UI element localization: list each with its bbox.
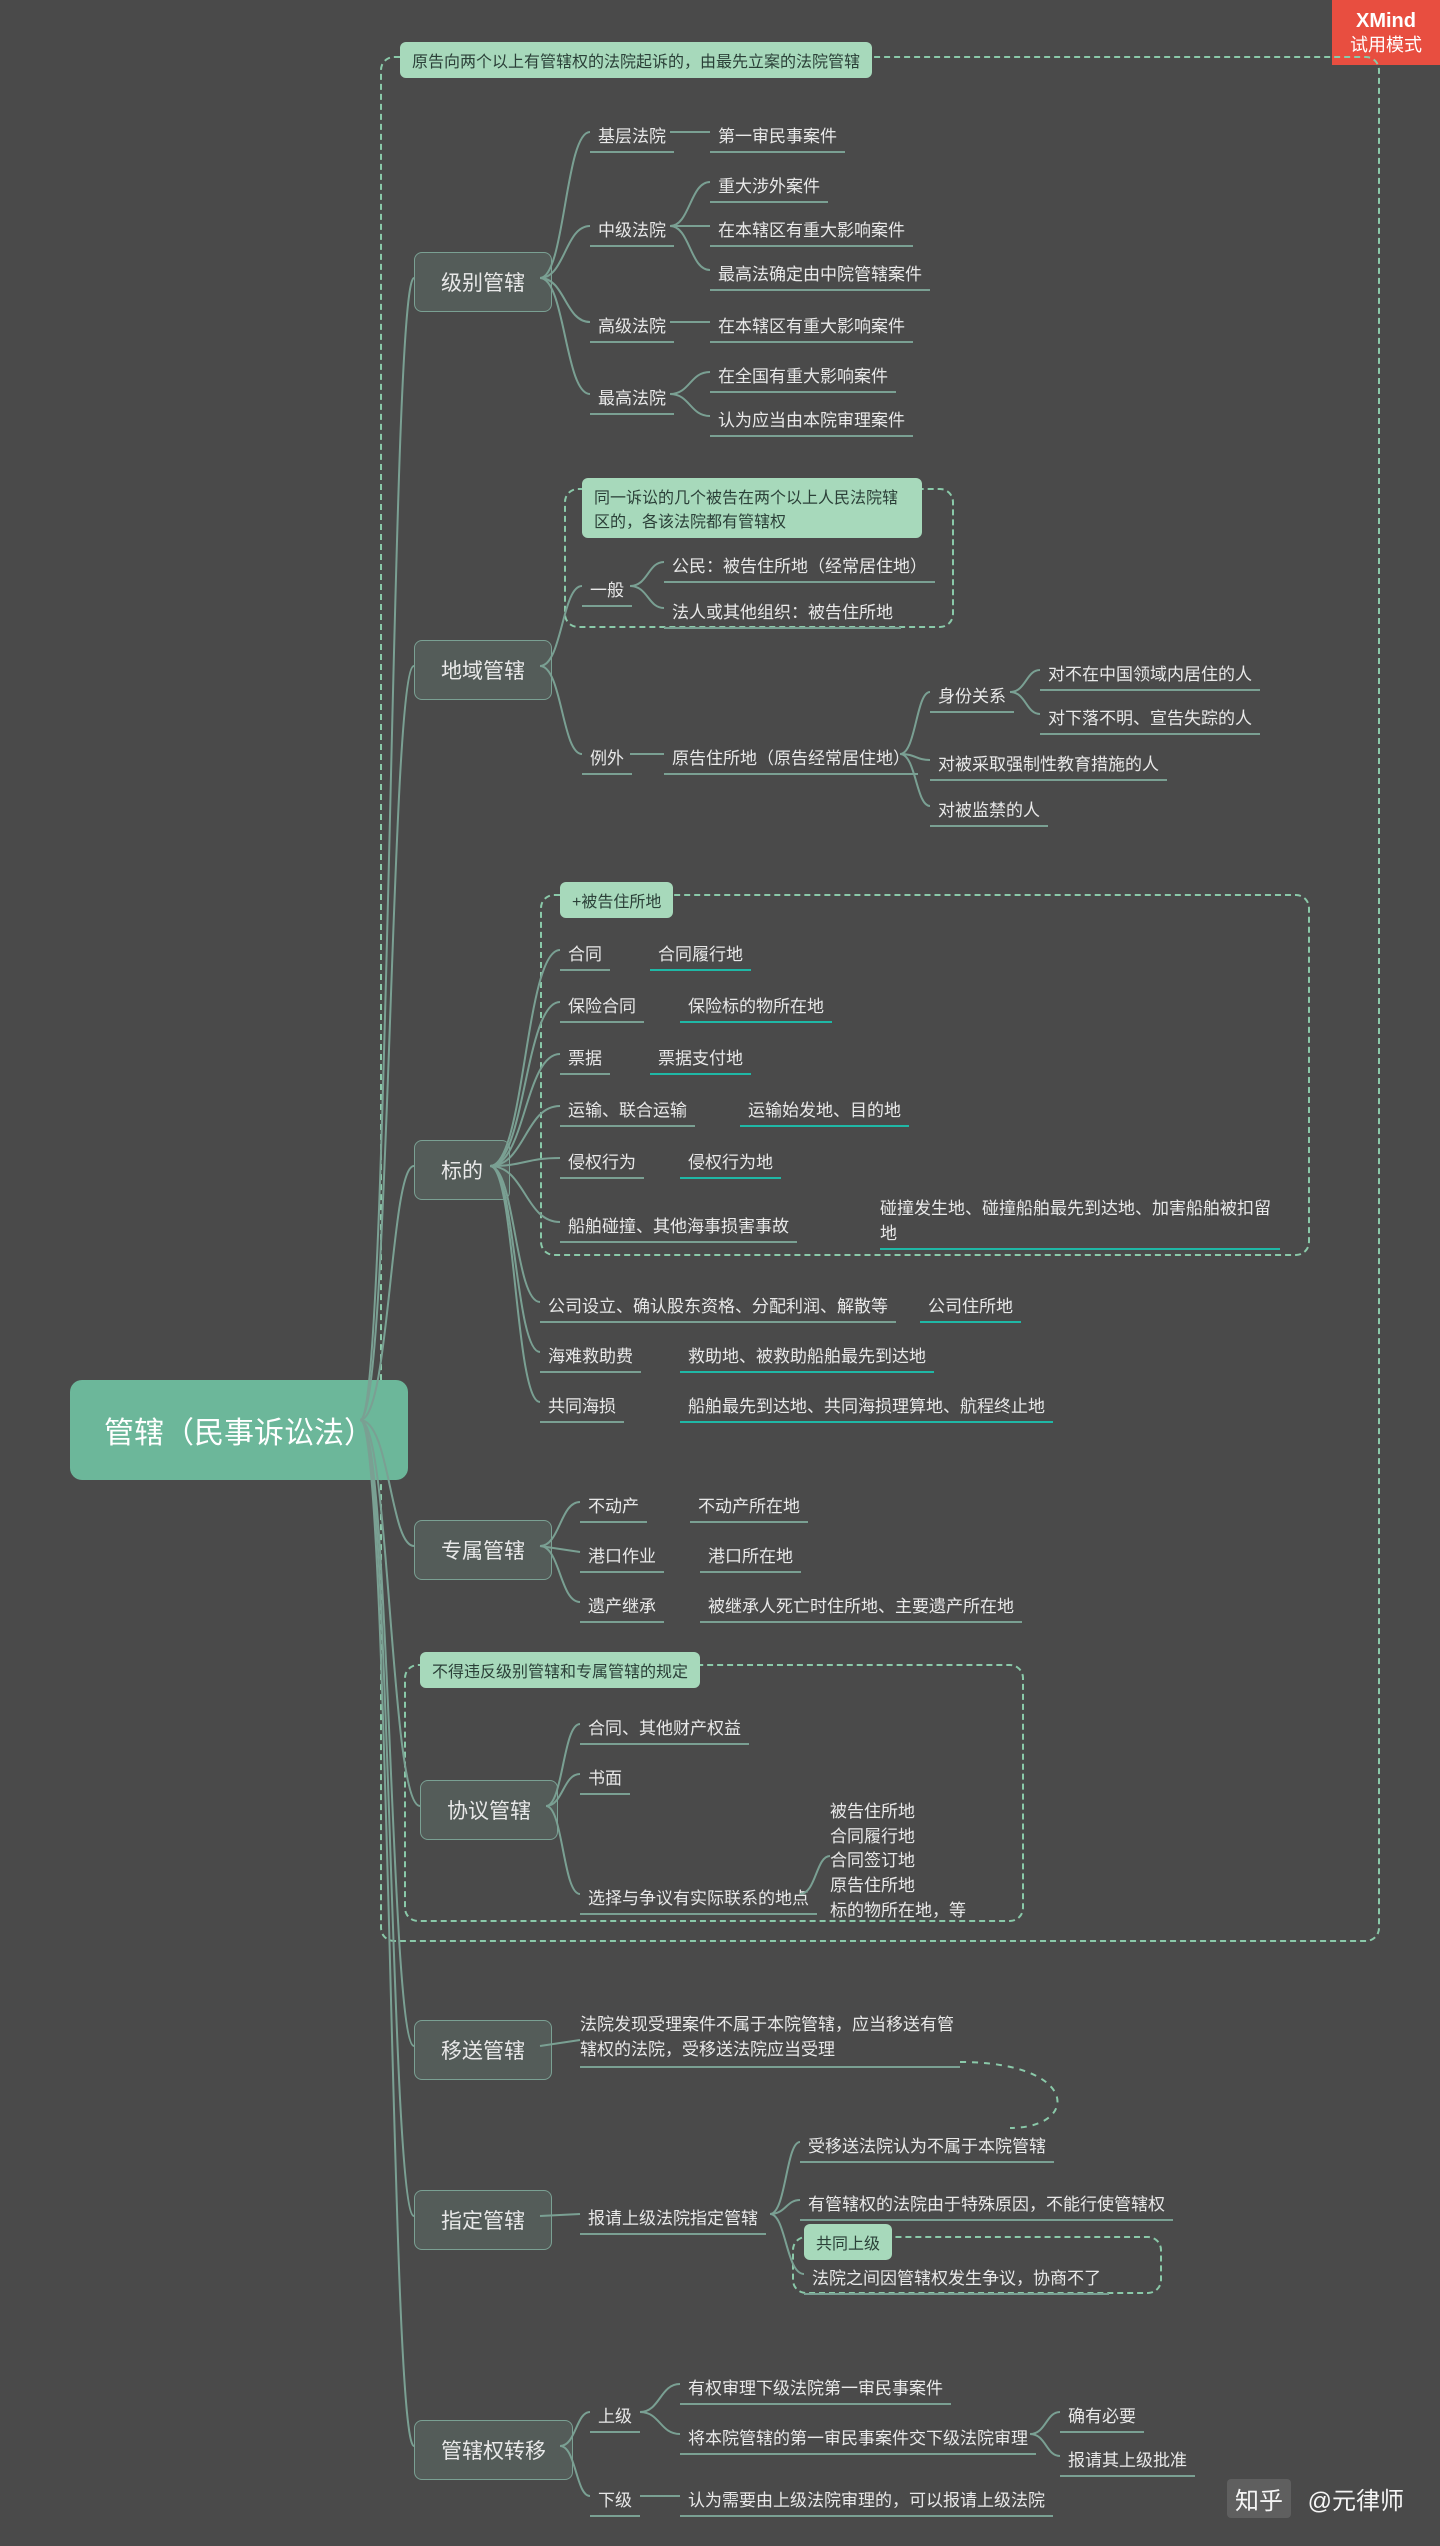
sub-r6b: 碰撞发生地、碰撞船舶最先到达地、加害船舶被扣留地	[880, 1194, 1280, 1250]
sub-r3a: 票据	[560, 1040, 610, 1075]
shift-up2: 将本院管辖的第一审民事案件交下级法院审理	[680, 2420, 1036, 2455]
sub-r7b: 公司住所地	[920, 1288, 1021, 1323]
territorial-jurisdiction[interactable]: 地域管辖	[414, 640, 552, 700]
subject-callout: +被告住所地	[560, 882, 673, 918]
sub-r4a: 运输、联合运输	[560, 1092, 695, 1127]
subject-matter[interactable]: 标的	[414, 1140, 510, 1200]
shift-up1: 有权审理下级法院第一审民事案件	[680, 2370, 951, 2405]
ex-r2a: 港口作业	[580, 1538, 664, 1573]
identity-relation: 身份关系	[930, 678, 1014, 713]
shift-up2a: 确有必要	[1060, 2398, 1144, 2433]
supreme-court-a: 在全国有重大影响案件	[710, 358, 896, 393]
shift-up: 上级	[590, 2398, 640, 2433]
shift-down: 下级	[590, 2482, 640, 2517]
sub-r5b: 侵权行为地	[680, 1144, 781, 1179]
des-r1: 受移送法院认为不属于本院管辖	[800, 2128, 1054, 2163]
ex-r1a: 不动产	[580, 1488, 647, 1523]
general-org: 法人或其他组织：被告住所地	[664, 594, 901, 629]
zhihu-icon: 知乎	[1227, 2479, 1291, 2518]
base-court-case: 第一审民事案件	[710, 118, 845, 153]
designated-jurisdiction[interactable]: 指定管辖	[414, 2190, 552, 2250]
sub-r5a: 侵权行为	[560, 1144, 644, 1179]
multi-defendant-callout: 同一诉讼的几个被告在两个以上人民法院辖区的，各该法院都有管辖权	[582, 478, 922, 538]
identity-r2: 对下落不明、宣告失踪的人	[1040, 700, 1260, 735]
supreme-court-b: 认为应当由本院审理案件	[710, 402, 913, 437]
trial-mode-label: 试用模式	[1350, 34, 1422, 57]
des-r3-callout: 共同上级	[804, 2224, 892, 2260]
general-branch: 一般	[582, 572, 632, 607]
exception-r4: 对被监禁的人	[930, 792, 1048, 827]
sub-r9a: 共同海损	[540, 1388, 624, 1423]
base-court: 基层法院	[590, 118, 674, 153]
sub-r7a: 公司设立、确认股东资格、分配利润、解散等	[540, 1288, 896, 1323]
ex-r2b: 港口所在地	[700, 1538, 801, 1573]
root-topic[interactable]: 管辖（民事诉讼法）	[70, 1380, 408, 1480]
ex-r3a: 遗产继承	[580, 1588, 664, 1623]
exception-value: 原告住所地（原告经常居住地）	[664, 740, 918, 775]
supreme-court: 最高法院	[590, 380, 674, 415]
general-citizen: 公民：被告住所地（经常居住地）	[664, 548, 935, 583]
author-handle: @元律师	[1308, 2488, 1404, 2515]
jurisdiction-shift[interactable]: 管辖权转移	[414, 2420, 573, 2480]
level-jurisdiction[interactable]: 级别管辖	[414, 252, 552, 312]
agreement-callout: 不得违反级别管辖和专属管辖的规定	[420, 1652, 700, 1688]
sub-r2a: 保险合同	[560, 988, 644, 1023]
transfer-text: 法院发现受理案件不属于本院管辖，应当移送有管辖权的法院，受移送法院应当受理	[580, 2010, 960, 2068]
main-group-header: 原告向两个以上有管辖权的法院起诉的，由最先立案的法院管辖	[400, 42, 872, 78]
identity-r1: 对不在中国领域内居住的人	[1040, 656, 1260, 691]
brand-name: XMind	[1350, 8, 1422, 34]
sub-r2b: 保险标的物所在地	[680, 988, 832, 1023]
mid-court-a: 重大涉外案件	[710, 168, 828, 203]
sub-r6a: 船舶碰撞、其他海事损害事故	[560, 1208, 797, 1243]
agreement-jurisdiction[interactable]: 协议管辖	[420, 1780, 558, 1840]
des-r2: 有管辖权的法院由于特殊原因，不能行使管辖权	[800, 2186, 1173, 2221]
exclusive-jurisdiction[interactable]: 专属管辖	[414, 1520, 552, 1580]
ex-r3b: 被继承人死亡时住所地、主要遗产所在地	[700, 1588, 1022, 1623]
sub-r9b: 船舶最先到达地、共同海损理算地、航程终止地	[680, 1388, 1053, 1423]
sub-r1a: 合同	[560, 936, 610, 971]
ag-i1: 合同、其他财产权益	[580, 1710, 749, 1745]
high-court: 高级法院	[590, 308, 674, 343]
shift-up2b: 报请其上级批准	[1060, 2442, 1195, 2477]
sub-r3b: 票据支付地	[650, 1040, 751, 1075]
transfer-jurisdiction[interactable]: 移送管辖	[414, 2020, 552, 2080]
ag-i2: 书面	[580, 1760, 630, 1795]
high-court-a: 在本辖区有重大影响案件	[710, 308, 913, 343]
ex-r1b: 不动产所在地	[690, 1488, 808, 1523]
mid-court: 中级法院	[590, 212, 674, 247]
sub-r8b: 救助地、被救助船舶最先到达地	[680, 1338, 934, 1373]
ag-i3: 选择与争议有实际联系的地点	[580, 1880, 817, 1915]
exception-branch: 例外	[582, 740, 632, 775]
shift-down1: 认为需要由上级法院审理的，可以报请上级法院	[680, 2482, 1053, 2517]
exception-r3: 对被采取强制性教育措施的人	[930, 746, 1167, 781]
mid-court-c: 最高法确定由中院管辖案件	[710, 256, 930, 291]
des-r3: 法院之间因管辖权发生争议，协商不了	[804, 2260, 1109, 2295]
des-req: 报请上级法院指定管辖	[580, 2200, 766, 2235]
mid-court-b: 在本辖区有重大影响案件	[710, 212, 913, 247]
zhihu-watermark: 知乎 @元律师	[1227, 2479, 1404, 2518]
sub-r8a: 海难救助费	[540, 1338, 641, 1373]
sub-r4b: 运输始发地、目的地	[740, 1092, 909, 1127]
sub-r1b: 合同履行地	[650, 936, 751, 971]
ag-i3-list: 被告住所地 合同履行地 合同签订地 原告住所地 标的物所在地，等	[830, 1800, 966, 1923]
